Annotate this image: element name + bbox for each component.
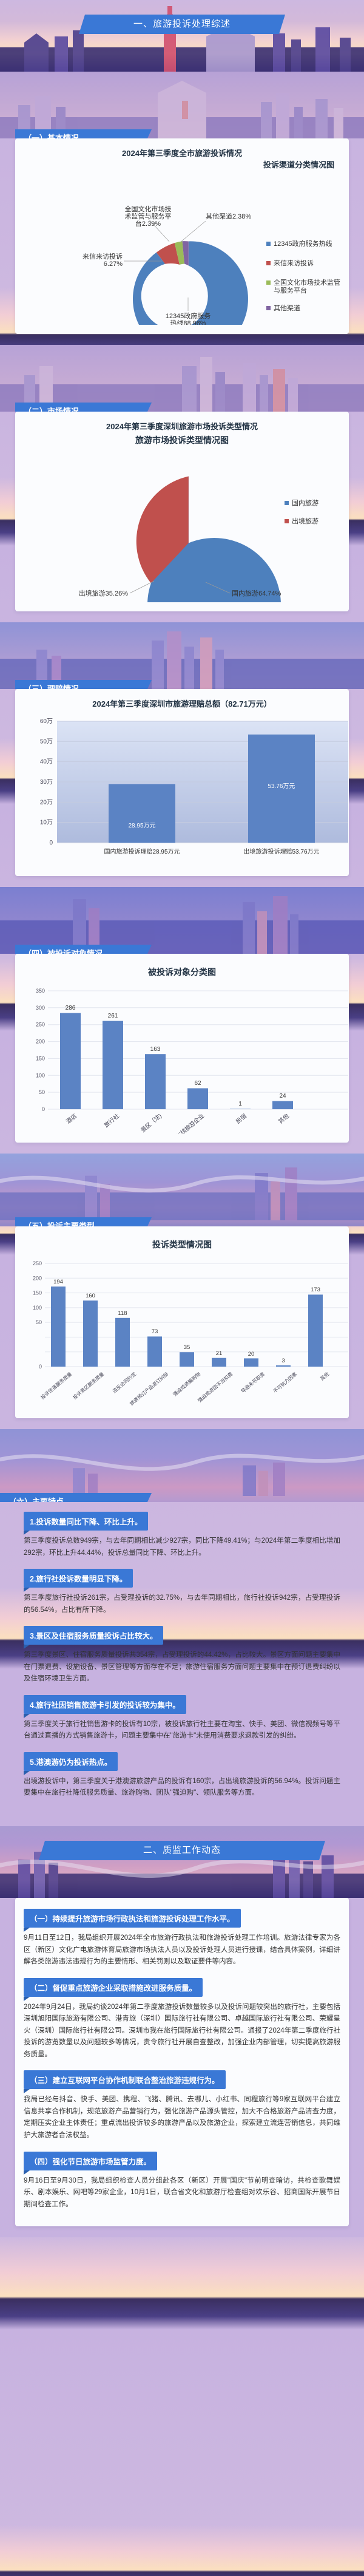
svg-text:53.76万元: 53.76万元 bbox=[268, 783, 295, 790]
svg-text:200: 200 bbox=[33, 1275, 42, 1281]
svg-text:投诉景区服务质量: 投诉景区服务质量 bbox=[72, 1371, 105, 1401]
svg-text:导游未尽职责: 导游未尽职责 bbox=[240, 1371, 266, 1395]
svg-text:来信来访投诉: 来信来访投诉 bbox=[83, 252, 123, 260]
svg-text:62: 62 bbox=[194, 1080, 201, 1087]
svg-text:全国文化市场技术监管: 全国文化市场技术监管 bbox=[274, 278, 340, 287]
svg-text:旅行社: 旅行社 bbox=[103, 1112, 121, 1129]
svg-text:300: 300 bbox=[36, 1005, 45, 1011]
svg-text:163: 163 bbox=[150, 1046, 161, 1053]
svg-text:全国文化市场技: 全国文化市场技 bbox=[125, 205, 172, 213]
svg-text:0: 0 bbox=[49, 840, 53, 846]
svg-text:200: 200 bbox=[36, 1039, 45, 1045]
svg-text:强迫或退团不当扣费: 强迫或退团不当扣费 bbox=[197, 1371, 234, 1404]
svg-text:不可抗力因素: 不可抗力因素 bbox=[272, 1371, 298, 1395]
svg-text:10万: 10万 bbox=[40, 820, 53, 826]
svg-text:194: 194 bbox=[53, 1279, 63, 1285]
svg-text:50万: 50万 bbox=[40, 738, 53, 745]
svg-text:民宿: 民宿 bbox=[235, 1112, 248, 1125]
svg-text:160: 160 bbox=[86, 1293, 95, 1299]
svg-text:热线88.96%: 热线88.96% bbox=[170, 319, 206, 325]
svg-text:与服务平台: 与服务平台 bbox=[274, 286, 307, 294]
svg-text:21: 21 bbox=[216, 1350, 223, 1357]
svg-text:20万: 20万 bbox=[40, 799, 53, 806]
svg-text:酒店: 酒店 bbox=[65, 1112, 78, 1125]
svg-text:违反合同约定: 违反合同约定 bbox=[111, 1371, 137, 1395]
svg-text:出境旅游: 出境旅游 bbox=[292, 517, 318, 525]
svg-text:0: 0 bbox=[39, 1364, 42, 1370]
svg-text:其他渠道2.38%: 其他渠道2.38% bbox=[206, 212, 251, 220]
svg-text:12345政府服务: 12345政府服务 bbox=[166, 311, 211, 320]
svg-text:景区（法): 景区（法) bbox=[140, 1112, 163, 1133]
svg-text:台2.39%: 台2.39% bbox=[135, 219, 161, 228]
svg-text:73: 73 bbox=[152, 1328, 158, 1335]
svg-text:50: 50 bbox=[39, 1089, 45, 1095]
svg-text:150: 150 bbox=[33, 1290, 42, 1296]
svg-text:出境旅游投诉理赔53.76万元: 出境旅游投诉理赔53.76万元 bbox=[243, 848, 319, 855]
svg-text:投诉住宿服务质量: 投诉住宿服务质量 bbox=[39, 1371, 73, 1401]
svg-text:250: 250 bbox=[33, 1260, 42, 1266]
svg-text:国内旅游投诉理赔28.95万元: 国内旅游投诉理赔28.95万元 bbox=[104, 848, 180, 855]
svg-text:50: 50 bbox=[36, 1319, 42, 1325]
svg-text:0: 0 bbox=[42, 1106, 45, 1112]
svg-text:350: 350 bbox=[36, 988, 45, 994]
svg-text:24: 24 bbox=[279, 1093, 286, 1099]
svg-text:其他渠道: 其他渠道 bbox=[274, 304, 300, 312]
svg-text:国内旅游64.74%: 国内旅游64.74% bbox=[232, 589, 281, 597]
svg-text:1: 1 bbox=[238, 1101, 242, 1107]
svg-text:100: 100 bbox=[33, 1305, 42, 1311]
svg-text:12345政府服务热线: 12345政府服务热线 bbox=[274, 239, 332, 248]
svg-text:118: 118 bbox=[118, 1310, 127, 1317]
svg-text:6.27%: 6.27% bbox=[104, 260, 123, 268]
svg-text:20: 20 bbox=[248, 1351, 255, 1358]
svg-text:250: 250 bbox=[36, 1022, 45, 1028]
svg-text:其他: 其他 bbox=[277, 1112, 291, 1126]
svg-text:3: 3 bbox=[281, 1358, 285, 1364]
svg-text:286: 286 bbox=[66, 1005, 76, 1011]
svg-text:150: 150 bbox=[36, 1055, 45, 1061]
svg-text:60万: 60万 bbox=[40, 718, 53, 725]
svg-text:强迫或诱骗购物: 强迫或诱骗购物 bbox=[172, 1371, 201, 1398]
svg-text:其他: 其他 bbox=[319, 1371, 331, 1382]
svg-text:35: 35 bbox=[184, 1344, 190, 1351]
svg-text:261: 261 bbox=[108, 1013, 118, 1019]
svg-text:30万: 30万 bbox=[40, 779, 53, 786]
svg-text:来信来访投诉: 来信来访投诉 bbox=[274, 259, 314, 267]
svg-text:28.95万元: 28.95万元 bbox=[128, 823, 155, 829]
svg-text:173: 173 bbox=[311, 1286, 320, 1293]
svg-text:出境旅游35.26%: 出境旅游35.26% bbox=[79, 589, 129, 597]
svg-text:40万: 40万 bbox=[40, 759, 53, 766]
svg-text:100: 100 bbox=[36, 1072, 45, 1078]
svg-text:在线旅游企业: 在线旅游企业 bbox=[175, 1112, 206, 1133]
svg-text:术监管与服务平: 术监管与服务平 bbox=[125, 212, 172, 220]
svg-text:国内旅游: 国内旅游 bbox=[292, 498, 318, 507]
